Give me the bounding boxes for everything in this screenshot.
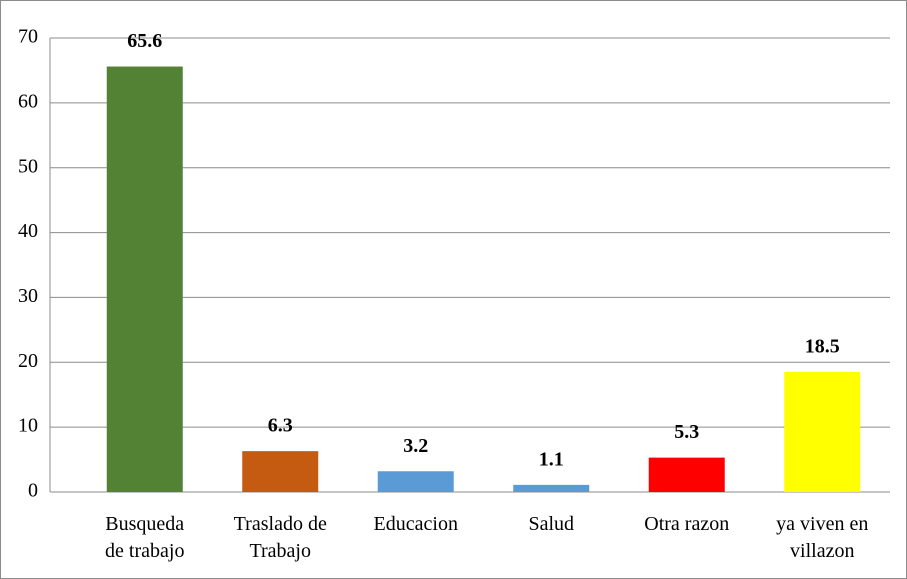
- bar: [242, 451, 319, 492]
- x-tick-label: Busqueda de trabajo: [105, 513, 185, 562]
- bar: [513, 484, 590, 492]
- y-tick-label: 40: [18, 220, 38, 242]
- y-tick-label: 0: [28, 480, 38, 502]
- x-tick-label: Traslado de Trabajo: [233, 513, 327, 562]
- bar: [648, 457, 725, 492]
- bar: [377, 471, 454, 492]
- x-tick-label: Salud: [528, 513, 575, 535]
- data-label: 6.3: [268, 415, 293, 437]
- y-tick-label: 30: [18, 285, 38, 307]
- y-tick-label: 50: [18, 155, 38, 177]
- x-tick-label: Otra razon: [644, 513, 730, 535]
- data-label: 18.5: [805, 336, 840, 358]
- bar: [106, 66, 183, 492]
- data-label: 65.6: [127, 30, 162, 52]
- y-tick-label: 70: [18, 26, 38, 48]
- y-tick-label: 20: [18, 350, 38, 372]
- x-tick-label: ya viven en villazon: [776, 513, 869, 562]
- y-tick-label: 10: [18, 415, 38, 437]
- x-tick-label: Educacion: [373, 513, 458, 535]
- data-label: 1.1: [539, 448, 564, 470]
- data-label: 3.2: [403, 435, 428, 457]
- y-tick-label: 60: [18, 90, 38, 112]
- bar: [784, 372, 861, 492]
- data-label: 5.3: [674, 421, 699, 443]
